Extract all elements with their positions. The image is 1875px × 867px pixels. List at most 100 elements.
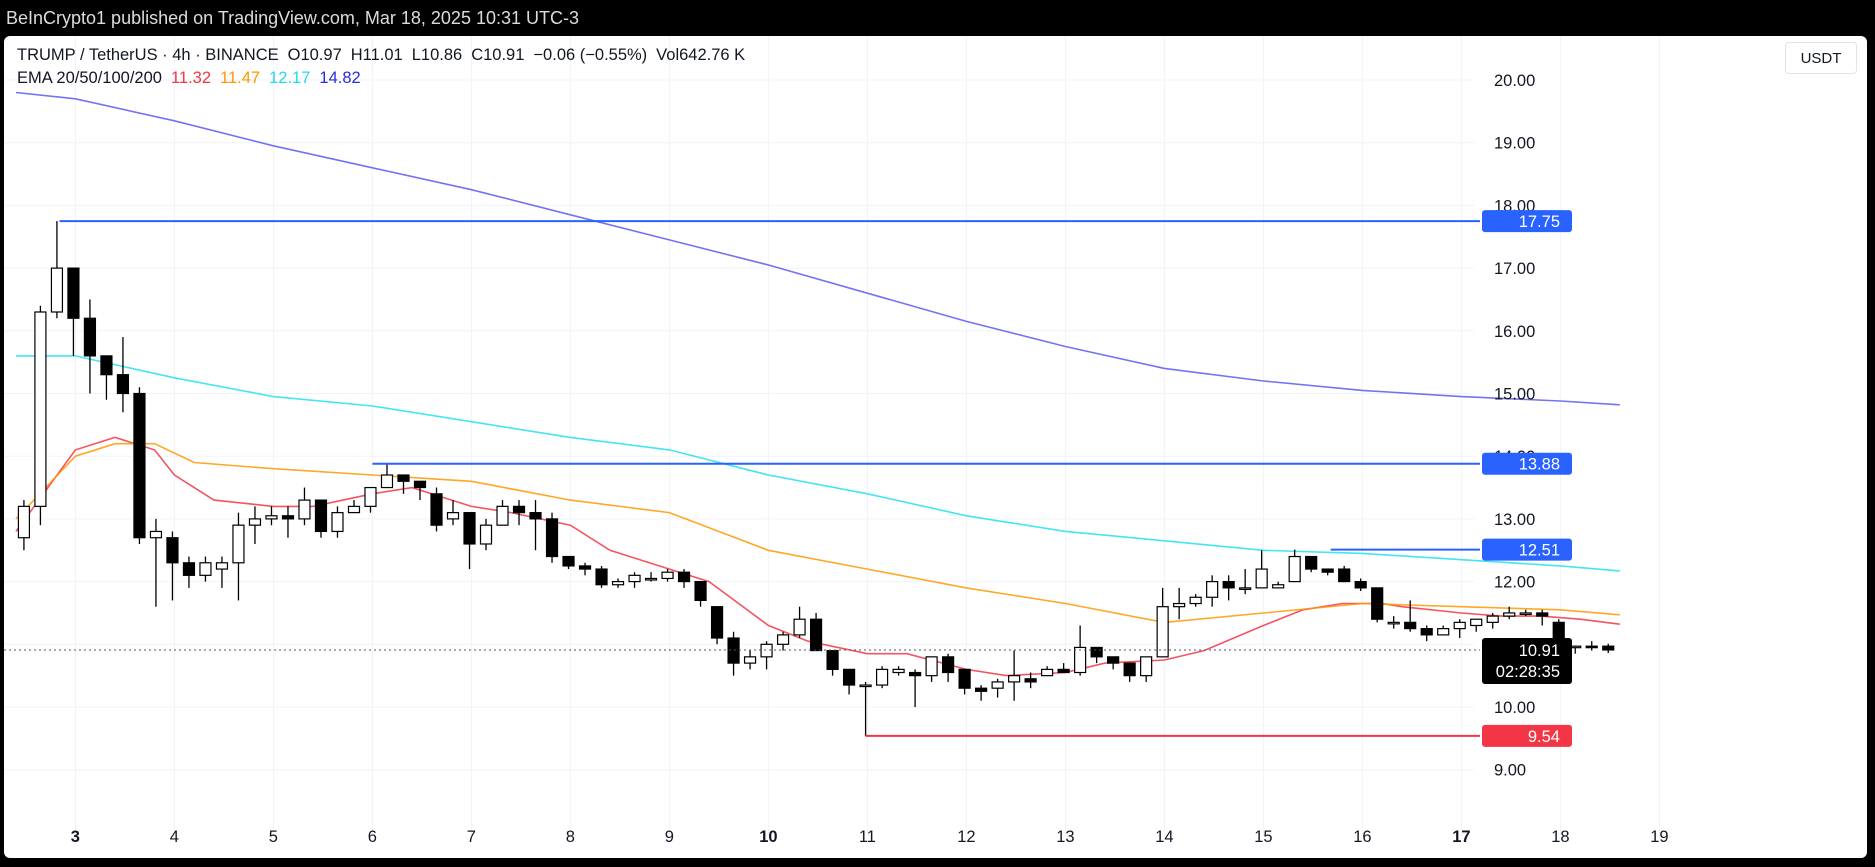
change-value: −0.06 (−0.55%) <box>533 46 648 64</box>
ema-lines <box>15 91 1620 677</box>
candle-body <box>446 512 460 520</box>
time-tick-label: 6 <box>368 828 377 846</box>
candle-body <box>760 643 773 658</box>
last-price-badge <box>1482 637 1572 684</box>
candle-body <box>1189 596 1202 605</box>
candle-body <box>100 355 113 376</box>
candle-body <box>166 537 179 564</box>
candle-body <box>1305 555 1318 570</box>
candle-body <box>314 499 328 533</box>
candle-body <box>281 515 295 520</box>
candle-body <box>578 565 592 570</box>
time-tick-label: 7 <box>467 828 476 846</box>
candle-body <box>991 681 1004 689</box>
time-tick-label: 18 <box>1551 828 1569 846</box>
candle-body <box>1239 587 1252 590</box>
candle-body <box>199 562 212 576</box>
candle-body <box>430 493 443 526</box>
candle-body <box>1404 621 1417 630</box>
chart-legend: TRUMP / TetherUS · 4h · BINANCE O10.97 H11… <box>17 44 754 90</box>
candle-body <box>331 512 344 533</box>
candle-body <box>1453 621 1466 630</box>
time-axis[interactable]: 3 4 5 6 7 8 9 10 11 12 13 14 15 16 17 18 19 <box>71 828 1669 846</box>
candle-body <box>826 649 839 670</box>
price-tick-label: 9.00 <box>1494 762 1526 780</box>
candle-body <box>595 568 608 586</box>
candle-body <box>512 505 526 514</box>
candle-body <box>463 512 476 545</box>
candle-body <box>265 515 278 520</box>
candle-body <box>1288 555 1301 583</box>
ema-line <box>15 91 1620 406</box>
price-tick-label: 15.00 <box>1494 386 1535 404</box>
candle-body <box>1486 615 1499 623</box>
time-tick-label: 4 <box>170 828 179 846</box>
time-tick-label: 9 <box>665 828 674 846</box>
level-badge <box>1482 210 1572 233</box>
candle-body <box>1519 612 1532 616</box>
candle-body <box>727 637 740 664</box>
level-badge-label: 9.54 <box>1528 728 1560 746</box>
candle-body <box>1156 606 1169 658</box>
grid-lines <box>4 36 1660 836</box>
candle-body <box>628 574 641 583</box>
candle-body <box>1008 675 1021 683</box>
candle-body <box>1536 612 1549 617</box>
candle-body <box>1503 612 1516 617</box>
candle-body <box>1041 668 1054 677</box>
level-badge <box>1482 724 1572 747</box>
candle-body <box>793 618 806 636</box>
publisher-line: BeInCrypto1 published on TradingView.com… <box>6 8 579 28</box>
candle-body <box>298 499 311 520</box>
ema-title[interactable]: EMA 20/50/100/200 <box>17 69 162 87</box>
candle-body <box>67 267 80 319</box>
time-tick-label: 14 <box>1155 828 1173 846</box>
candle-body <box>133 392 146 539</box>
price-tick-label: 13.00 <box>1494 511 1535 529</box>
candle-body <box>1222 580 1235 589</box>
chart-panel[interactable]: 9.0010.0011.0012.0013.0014.0015.0016.001… <box>4 36 1867 858</box>
candle-body <box>1140 656 1153 677</box>
ohlc-row: TRUMP / TetherUS · 4h · BINANCE O10.97 H11… <box>17 44 754 67</box>
candle-body <box>1354 580 1367 589</box>
candle-body <box>232 524 245 564</box>
ema-row: EMA 20/50/100/200 11.32 11.47 12.17 14.82 <box>17 67 754 90</box>
time-tick-label: 12 <box>957 828 975 846</box>
time-tick-label: 3 <box>71 828 80 846</box>
level-lines[interactable] <box>59 220 1480 737</box>
time-tick-label: 16 <box>1353 828 1371 846</box>
candle-body <box>17 505 31 539</box>
price-tick-label: 16.00 <box>1494 323 1535 341</box>
candle-body <box>975 687 988 692</box>
ema50-value: 11.47 <box>220 69 261 87</box>
candle-body <box>347 505 361 514</box>
candle-body <box>1074 646 1087 674</box>
ema200-value: 14.82 <box>319 69 361 87</box>
time-tick-label: 8 <box>566 828 575 846</box>
low-value: L10.86 <box>411 46 463 64</box>
price-tick-label: 20.00 <box>1494 72 1535 90</box>
ema20-value: 11.32 <box>170 69 212 87</box>
time-tick-label: 19 <box>1650 828 1668 846</box>
candle-body <box>925 656 938 677</box>
candle-body <box>1470 618 1483 627</box>
price-tick-label: 10.00 <box>1494 699 1535 717</box>
price-chart[interactable]: 9.0010.0011.0012.0013.0014.0015.0016.001… <box>4 36 1867 858</box>
candle-body <box>380 474 394 489</box>
candle-body <box>182 562 196 576</box>
high-value: H11.01 <box>350 46 403 64</box>
candle-body <box>776 634 790 645</box>
time-tick-label: 13 <box>1056 828 1074 846</box>
candle-body <box>842 668 856 686</box>
candle-body <box>1255 568 1268 589</box>
candle-body <box>1107 656 1120 664</box>
candle-body <box>892 668 905 674</box>
currency-button[interactable]: USDT <box>1785 42 1857 74</box>
time-tick-label: 17 <box>1452 828 1470 846</box>
candle-body <box>1602 645 1615 651</box>
candle-body <box>1437 628 1450 636</box>
candle-body <box>1272 584 1285 589</box>
symbol-label[interactable]: TRUMP / TetherUS · 4h · BINANCE <box>17 46 279 64</box>
candle-body <box>1173 602 1186 608</box>
candle-body <box>1371 587 1384 620</box>
